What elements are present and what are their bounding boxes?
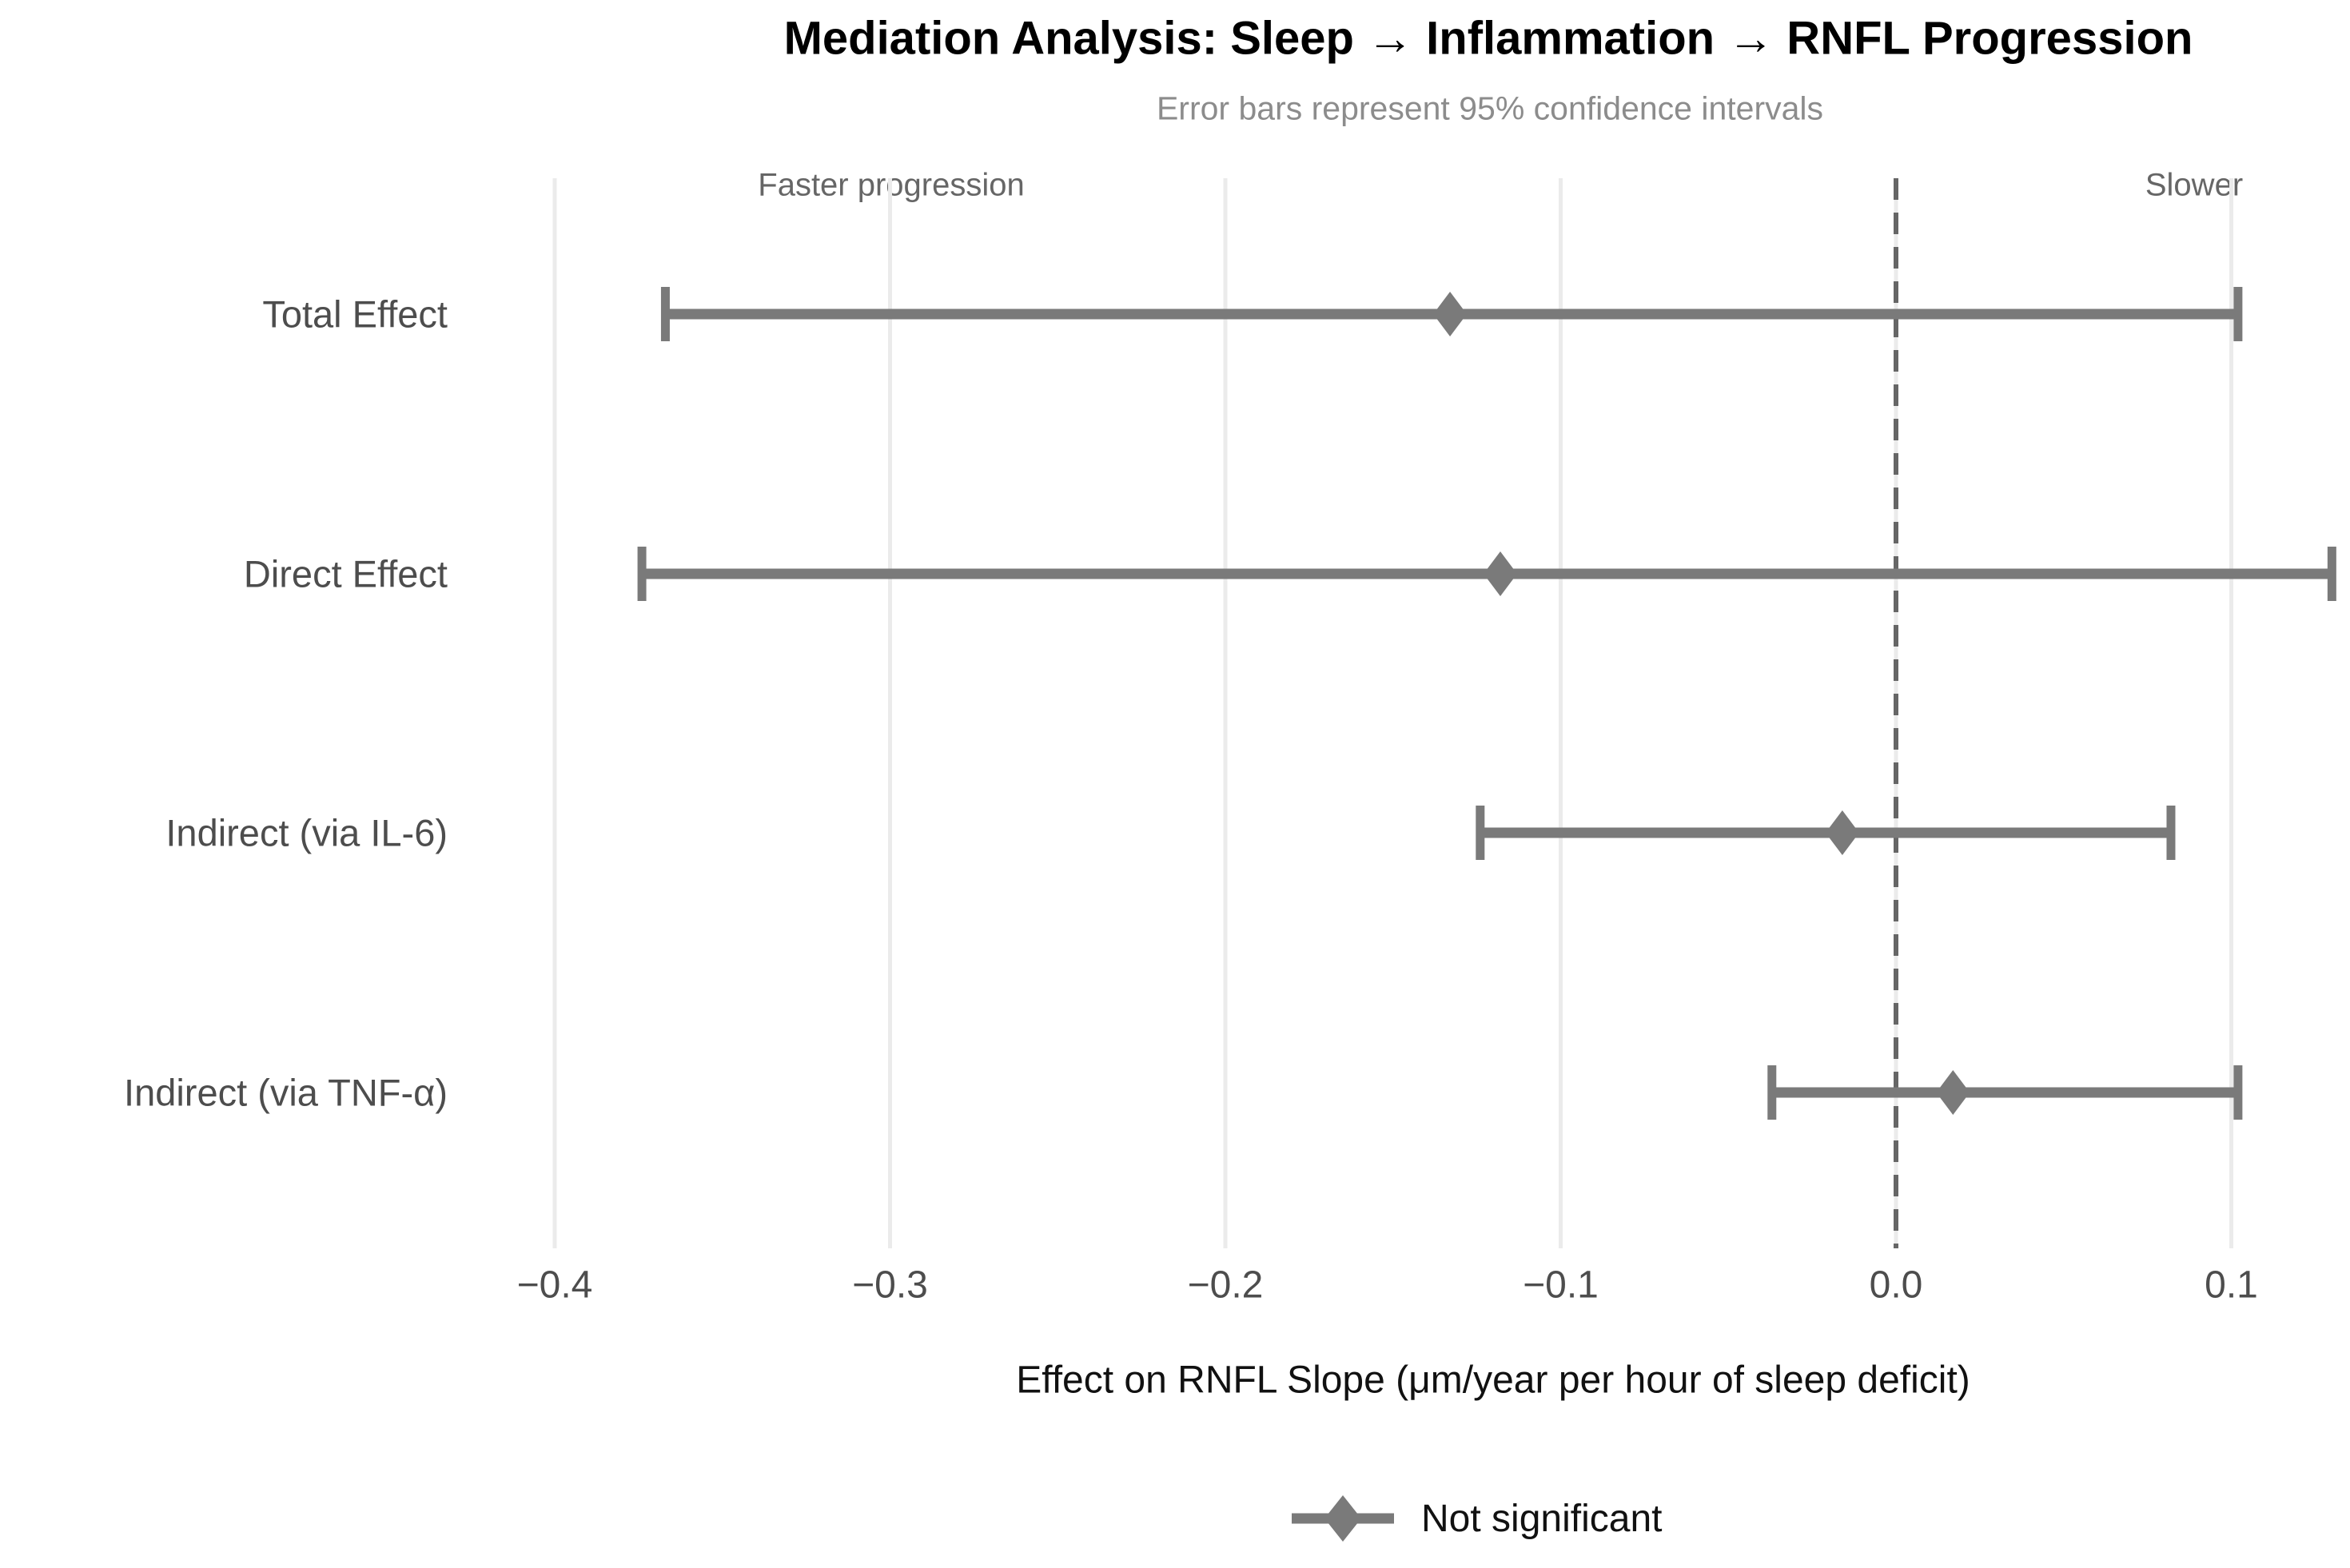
x-tick-−0.1: −0.1 (1523, 1264, 1599, 1307)
legend: Not significant (1289, 1486, 1662, 1550)
estimate-diamond-total-effect (1433, 292, 1468, 336)
errorbar-total-effect (660, 287, 2243, 341)
errorbar-indirect-via-tnf (1767, 1065, 2243, 1120)
x-tick-0.1: 0.1 (2205, 1264, 2258, 1307)
estimate-diamond-indirect-via-tnf (1936, 1070, 1970, 1115)
x-tick-−0.2: −0.2 (1187, 1264, 1264, 1307)
chart-subtitle: Error bars represent 95% confidence inte… (1156, 90, 1824, 127)
x-tick-−0.3: −0.3 (852, 1264, 928, 1307)
estimate-diamond-indirect-via-il-6 (1825, 810, 1859, 855)
x-tick-−0.4: −0.4 (516, 1264, 593, 1307)
y-label-indirect-via-il-6: Indirect (via IL-6) (165, 811, 448, 854)
y-label-indirect-via-tnf: Indirect (via TNF-α) (124, 1071, 448, 1114)
y-label-total-effect: Total Effect (262, 293, 448, 336)
y-label-direct-effect: Direct Effect (243, 552, 448, 595)
legend-key-diamond (1324, 1495, 1361, 1542)
errorbar-direct-effect (637, 547, 2336, 601)
chart-title: Mediation Analysis: Sleep → Inflammation… (783, 12, 2193, 65)
x-tick-0.0: 0.0 (1869, 1264, 1923, 1307)
annotation-slower: Slower (2145, 167, 2244, 203)
estimate-diamond-direct-effect (1483, 551, 1517, 596)
x-axis-title: Effect on RNFL Slope (μm/year per hour o… (1016, 1359, 1970, 1402)
errorbar-indirect-via-il-6 (1476, 806, 2176, 860)
legend-label-not-significant: Not significant (1421, 1497, 1663, 1540)
legend-key-diamond-icon (1292, 1495, 1394, 1542)
